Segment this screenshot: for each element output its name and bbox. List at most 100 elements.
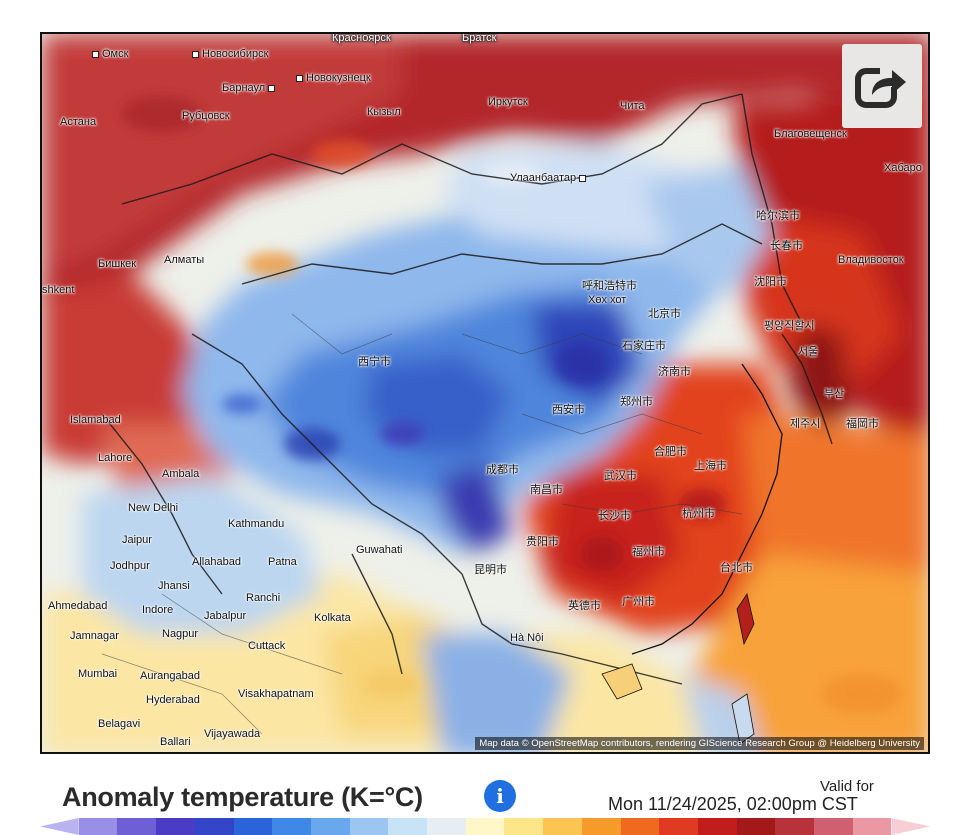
city-label: Новосибирск <box>192 48 268 61</box>
city-label: shkent <box>42 284 75 296</box>
city-label: 南昌市 <box>530 484 563 496</box>
city-label: 武汉市 <box>604 470 637 482</box>
city-label: Кызыл <box>367 106 401 118</box>
anomaly-temperature-map[interactable]: Омск Новосибирск Красноярск Братск Барна… <box>40 32 930 754</box>
color-scale-swatch <box>194 818 234 835</box>
city-label: Nagpur <box>162 628 199 640</box>
color-scale-swatch <box>465 818 505 835</box>
color-scale-swatch <box>272 818 311 835</box>
color-scale-swatch <box>543 818 582 835</box>
city-label: New Delhi <box>128 502 179 514</box>
city-label: Алматы <box>164 254 205 266</box>
city-label: Иркутск <box>488 96 528 108</box>
city-label: Hyderabad <box>146 694 200 706</box>
city-marker-icon <box>579 174 587 182</box>
city-label: Братск <box>462 32 497 44</box>
color-scale-swatch <box>697 818 737 835</box>
city-label: 西安市 <box>552 404 585 416</box>
valid-for-label: Valid for <box>820 778 874 795</box>
city-label: 서울 <box>798 346 819 358</box>
color-scale-swatch <box>659 818 698 835</box>
city-label: Хөх хот <box>588 294 627 306</box>
city-label: Ranchi <box>246 592 281 604</box>
city-label: 沈阳市 <box>754 276 787 288</box>
color-scale-swatch <box>117 818 157 835</box>
city-label: Благовещенск <box>774 128 847 140</box>
city-label: Hà Nội <box>510 632 544 644</box>
color-scale-swatch <box>504 818 544 835</box>
color-scale-swatch <box>736 818 776 835</box>
city-label: Patna <box>268 556 297 568</box>
city-label: Cuttack <box>248 640 286 652</box>
city-label: Allahabad <box>192 556 241 568</box>
city-label: Ahmedabad <box>48 600 108 612</box>
city-label: Vijayawada <box>204 728 261 740</box>
color-scale-swatch <box>310 818 350 835</box>
legend-title: Anomaly temperature (K=°C) <box>62 782 423 812</box>
temperature-field <box>42 34 928 752</box>
city-label: Барнаул <box>222 82 278 95</box>
city-label: Красноярск <box>332 32 391 44</box>
city-label: 부산 <box>824 388 845 400</box>
city-label: Астана <box>60 116 97 128</box>
city-marker-icon <box>92 50 99 58</box>
city-label: 石家庄市 <box>622 340 666 352</box>
city-label: 英德市 <box>568 600 601 612</box>
city-label: 台北市 <box>720 562 753 574</box>
city-label: 郑州市 <box>620 396 653 408</box>
share-arrow-icon <box>855 65 906 108</box>
city-label: 上海市 <box>694 460 727 472</box>
city-label: 呼和浩特市 <box>582 280 637 292</box>
color-scale-swatch <box>388 818 428 835</box>
city-label: 昆明市 <box>474 564 507 576</box>
city-label: Kolkata <box>314 612 351 624</box>
city-label: 长春市 <box>770 240 803 252</box>
city-marker-icon <box>296 74 303 82</box>
city-label: 哈尔滨市 <box>756 210 800 222</box>
color-scale-swatch <box>620 818 660 835</box>
city-label: 广州市 <box>622 596 655 608</box>
color-scale-swatch <box>891 818 931 835</box>
map-attribution: Map data © OpenStreetMap contributors, r… <box>475 737 924 750</box>
city-label: Jodhpur <box>110 560 150 572</box>
city-label: 제주시 <box>790 418 821 430</box>
city-label: 福岡市 <box>846 418 879 430</box>
city-label: Ambala <box>162 468 200 480</box>
city-label: Visakhapatnam <box>238 688 314 700</box>
city-label: 杭州市 <box>682 508 715 520</box>
city-label: Рубцовск <box>182 110 230 122</box>
color-scale-bar <box>40 818 931 835</box>
color-scale-swatch <box>852 818 892 835</box>
color-scale-swatch <box>233 818 273 835</box>
city-label: Улаанбаатар <box>510 172 589 185</box>
city-label: Kathmandu <box>228 518 285 530</box>
color-scale-swatch <box>40 818 79 835</box>
color-scale-swatch <box>427 818 466 835</box>
city-label: 成都市 <box>486 464 519 476</box>
city-label: 贵阳市 <box>526 536 559 548</box>
city-label: Омск <box>92 48 128 61</box>
city-label: 长沙市 <box>598 510 631 522</box>
city-label: Islamabad <box>70 414 121 426</box>
city-label: 北京市 <box>648 308 681 320</box>
city-label: Бишкек <box>98 258 137 270</box>
city-label: Indore <box>142 604 174 616</box>
city-label: 西宁市 <box>358 356 391 368</box>
city-label: 合肥市 <box>654 446 687 458</box>
city-label: Новокузнецк <box>296 72 371 85</box>
color-scale-swatch <box>78 818 118 835</box>
city-label: Jamnagar <box>70 630 119 642</box>
city-label: Guwahati <box>356 544 403 556</box>
share-button[interactable] <box>842 44 922 128</box>
city-label: Хабаро <box>884 162 922 174</box>
city-label: Jhansi <box>158 580 190 592</box>
city-marker-icon <box>268 84 276 92</box>
city-label: Ballari <box>160 736 191 748</box>
city-label: 福州市 <box>632 546 665 558</box>
city-label: Jaipur <box>122 534 152 546</box>
info-icon[interactable]: i <box>484 780 516 812</box>
city-label: Aurangabad <box>140 670 200 682</box>
valid-time: Mon 11/24/2025, 02:00pm CST <box>608 794 858 814</box>
color-scale-swatch <box>814 818 853 835</box>
city-label: 济南市 <box>658 366 691 378</box>
